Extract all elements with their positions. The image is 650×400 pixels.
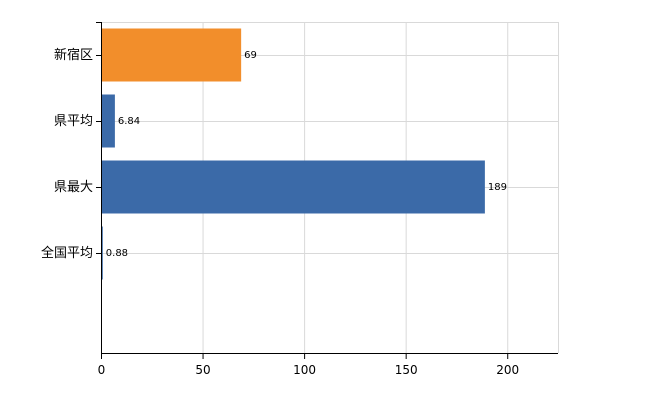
y-tick-label-3: 全国平均 xyxy=(41,245,93,261)
x-tick-label-0: 0 xyxy=(98,363,106,377)
data-label-2: 189 xyxy=(488,182,507,193)
data-label-3: 0.88 xyxy=(106,248,128,259)
data-label-0: 69 xyxy=(244,50,257,61)
y-tick-label-0: 新宿区 xyxy=(54,47,93,63)
bar-0 xyxy=(101,28,242,82)
x-tick-label-150: 150 xyxy=(395,363,418,377)
bar-1 xyxy=(101,94,115,148)
x-tick-label-200: 200 xyxy=(496,363,519,377)
y-tick-label-2: 県最大 xyxy=(54,180,93,195)
data-label-1: 6.84 xyxy=(118,116,140,127)
x-tick-label-50: 50 xyxy=(195,363,210,377)
bar-2 xyxy=(101,160,485,214)
x-tick-label-100: 100 xyxy=(293,363,316,377)
y-tick-label-1: 県平均 xyxy=(54,114,93,129)
